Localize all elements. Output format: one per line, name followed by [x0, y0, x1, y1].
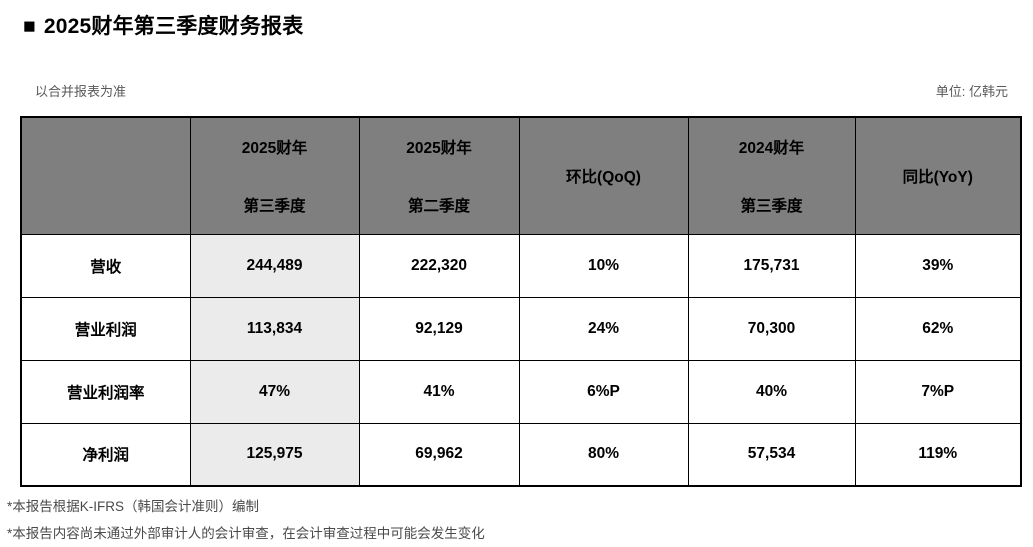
cell-revenue-fy2025q2: 222,320	[358, 233, 520, 298]
cell-opmargin-fy2025q3: 47%	[189, 359, 360, 424]
cell-netprofit-fy2025q3: 125,975	[189, 422, 360, 487]
table-row-operating-margin: 营业利润率 47% 41% 6%P 40% 7%P	[20, 359, 1022, 424]
meta-row: 以合并报表为准 单位: 亿韩元	[20, 84, 1008, 100]
cell-revenue-qoq: 10%	[518, 233, 689, 298]
unit-label: 单位: 亿韩元	[935, 84, 1008, 99]
cell-opmargin-qoq: 6%P	[518, 359, 689, 424]
cell-opprofit-fy2024q3: 70,300	[687, 296, 856, 361]
cell-opprofit-fy2025q3: 113,834	[189, 296, 360, 361]
col-header-line: 2025财年	[406, 139, 472, 157]
cell-opprofit-fy2025q2: 92,129	[358, 296, 520, 361]
col-header-fy2024-q3: 2024财年 第三季度	[687, 116, 856, 235]
col-header-fy2025-q3: 2025财年 第三季度	[189, 116, 360, 235]
col-header-qoq: 环比(QoQ)	[518, 116, 689, 235]
col-header-line: 环比(QoQ)	[566, 168, 641, 186]
col-header-line: 第三季度	[243, 197, 306, 215]
col-header-line: 第三季度	[740, 197, 803, 215]
col-header-fy2025-q2: 2025财年 第二季度	[358, 116, 520, 235]
col-header-yoy: 同比(YoY)	[854, 116, 1022, 235]
footnote-audit: *本报告内容尚未通过外部审计人的会计审查，在会计审查过程中可能会发生变化	[7, 526, 485, 541]
row-label: 营业利润率	[20, 359, 191, 424]
cell-opmargin-fy2024q3: 40%	[687, 359, 856, 424]
cell-revenue-fy2024q3: 175,731	[687, 233, 856, 298]
table-row-revenue: 营收 244,489 222,320 10% 175,731 39%	[20, 233, 1022, 298]
table-row-operating-profit: 营业利润 113,834 92,129 24% 70,300 62%	[20, 296, 1022, 361]
row-label: 营业利润	[20, 296, 191, 361]
footnote-kifrs: *本报告根据K-IFRS（韩国会计准则）编制	[7, 499, 260, 514]
cell-opmargin-fy2025q2: 41%	[358, 359, 520, 424]
cell-netprofit-qoq: 80%	[518, 422, 689, 487]
financial-table: 2025财年 第三季度 2025财年 第二季度 环比(QoQ) 2024财年 第三季度…	[20, 116, 1022, 487]
col-header-line: 第二季度	[407, 197, 470, 215]
col-header-line: 2025财年	[241, 139, 308, 157]
page-title-text: 2025财年第三季度财务报表	[43, 15, 304, 38]
row-label: 营收	[20, 233, 191, 298]
page-title: ■ 2025财年第三季度财务报表	[23, 14, 1033, 40]
cell-revenue-fy2025q3: 244,489	[189, 233, 360, 298]
basis-note: 以合并报表为准	[35, 84, 127, 99]
corner-cell	[20, 116, 191, 235]
cell-revenue-yoy: 39%	[854, 233, 1022, 298]
cell-opmargin-yoy: 7%P	[854, 359, 1022, 424]
col-header-line: 同比(YoY)	[902, 168, 973, 186]
footnotes: *本报告根据K-IFRS（韩国会计准则）编制 *本报告内容尚未通过外部审计人的会…	[7, 493, 1033, 547]
cell-opprofit-qoq: 24%	[518, 296, 689, 361]
cell-opprofit-yoy: 62%	[854, 296, 1022, 361]
table-header-row: 2025财年 第三季度 2025财年 第二季度 环比(QoQ) 2024财年 第三季度…	[20, 116, 1022, 235]
cell-netprofit-fy2025q2: 69,962	[358, 422, 520, 487]
cell-netprofit-fy2024q3: 57,534	[687, 422, 856, 487]
cell-netprofit-yoy: 119%	[854, 422, 1022, 487]
table-row-net-profit: 净利润 125,975 69,962 80% 57,534 119%	[20, 422, 1022, 487]
title-square-marker: ■	[23, 15, 36, 38]
row-label: 净利润	[20, 422, 191, 487]
col-header-line: 2024财年	[738, 139, 805, 157]
